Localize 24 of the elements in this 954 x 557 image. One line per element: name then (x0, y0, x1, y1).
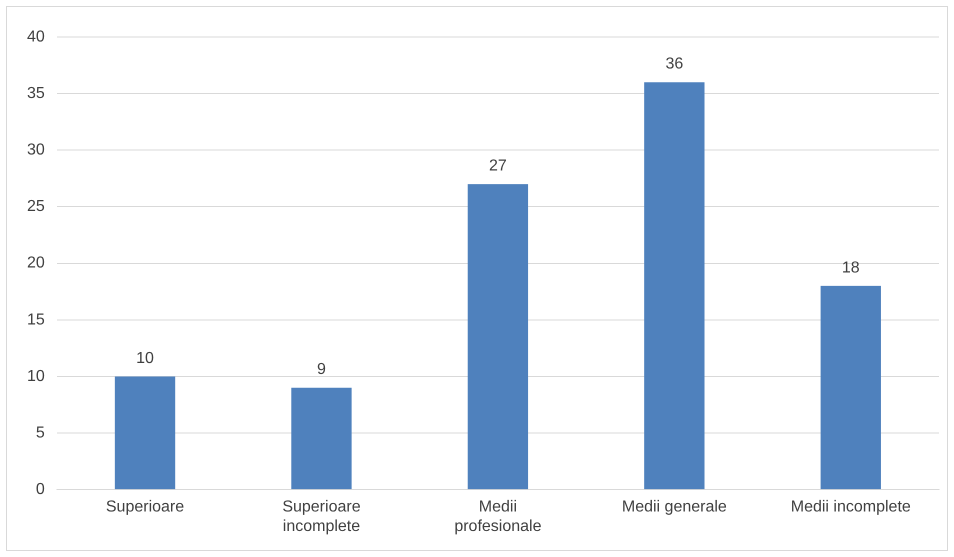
data-label: 27 (489, 158, 507, 174)
x-tick-label: Medii generale (622, 498, 727, 516)
bar (644, 82, 705, 490)
y-tick-label: 25 (27, 198, 45, 216)
bar (114, 376, 176, 490)
y-tick-label: 30 (27, 142, 45, 159)
data-label: 18 (842, 259, 860, 276)
y-tick-label: 10 (27, 368, 45, 385)
data-label: 10 (136, 350, 154, 367)
data-label: 36 (665, 56, 684, 73)
x-tick-label: Medii incomplete (790, 498, 911, 516)
x-tick-label: Medii profesionale (454, 498, 542, 535)
bar (820, 286, 881, 490)
y-tick-label: 0 (36, 481, 45, 498)
bar (468, 184, 528, 490)
y-tick-label: 40 (27, 28, 45, 46)
y-tick-label: 35 (27, 84, 45, 102)
bar (291, 388, 352, 490)
y-tick-label: 15 (27, 311, 45, 328)
x-tick-label: Superioare incomplete (282, 498, 361, 535)
y-tick-label: 5 (36, 424, 45, 442)
data-label: 9 (317, 361, 326, 378)
y-tick-label: 20 (27, 254, 45, 272)
x-tick-label: Superioare (106, 498, 184, 516)
